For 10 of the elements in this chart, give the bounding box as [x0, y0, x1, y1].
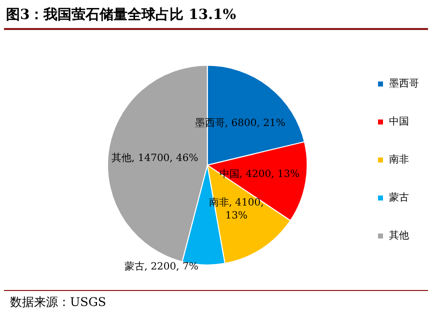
data-label: 其他, 14700, 46% — [111, 152, 198, 164]
legend-label: 中国 — [389, 116, 409, 128]
legend-label: 蒙古 — [389, 192, 409, 204]
legend-label: 南非 — [389, 154, 409, 166]
data-label: 蒙古, 2200, 7% — [124, 260, 198, 272]
chart-title: 图3：我国萤石储量全球占比 13.1% — [6, 6, 236, 24]
source-note: 数据来源：USGS — [10, 294, 106, 311]
legend-label: 墨西哥 — [389, 78, 419, 90]
legend-label: 其他 — [389, 230, 409, 242]
data-label: 南非, 4100, 13% — [208, 196, 264, 222]
